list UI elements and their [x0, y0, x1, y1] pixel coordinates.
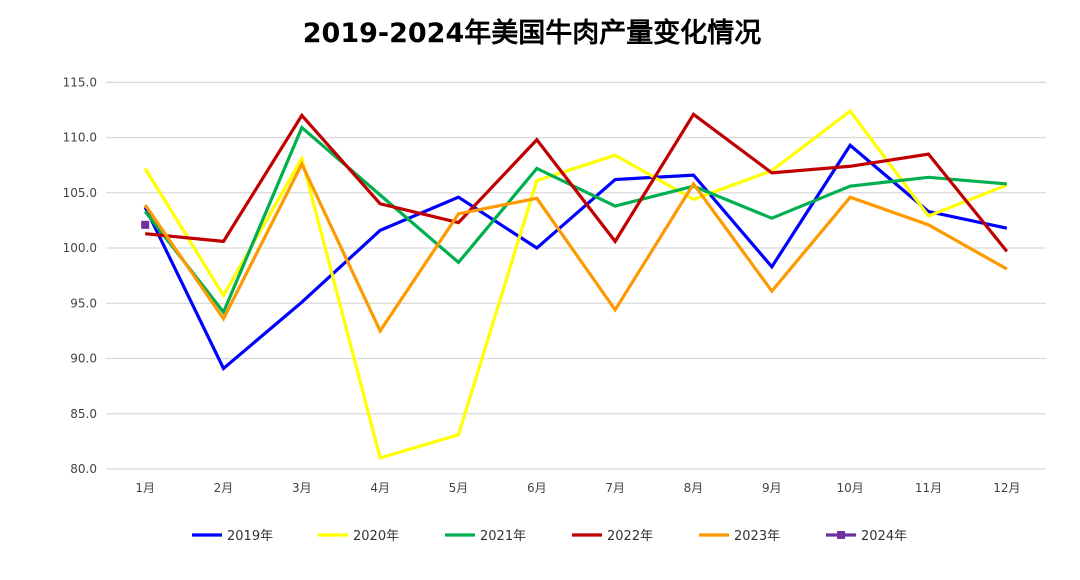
chart-title: 2019-2024年美国牛肉产量变化情况 [303, 17, 762, 49]
y-tick-label: 115.0 [63, 75, 97, 89]
x-tick-label: 11月 [915, 481, 942, 495]
x-tick-label: 3月 [292, 481, 312, 495]
x-tick-label: 1月 [135, 481, 155, 495]
y-tick-label: 85.0 [70, 407, 97, 421]
y-tick-label: 95.0 [70, 296, 97, 310]
x-tick-label: 2月 [214, 481, 234, 495]
x-tick-label: 7月 [605, 481, 625, 495]
legend-label: 2024年 [861, 529, 907, 544]
series-line [143, 124, 1007, 316]
y-tick-label: 110.0 [63, 131, 97, 145]
legend-label: 2022年 [607, 529, 653, 544]
x-tick-label: 8月 [684, 481, 704, 495]
x-tick-label: 4月 [370, 481, 390, 495]
x-tick-label: 9月 [762, 481, 782, 495]
legend-label: 2021年 [480, 529, 526, 544]
series-line [143, 160, 1008, 335]
y-tick-label: 100.0 [63, 241, 97, 255]
y-tick-label: 90.0 [70, 352, 97, 366]
y-tick-label: 105.0 [63, 186, 97, 200]
legend-label: 2020年 [353, 529, 399, 544]
data-point [141, 220, 150, 229]
series-line [145, 112, 1009, 253]
x-tick-label: 10月 [837, 481, 864, 495]
x-tick-label: 12月 [993, 481, 1020, 495]
legend-label: 2019年 [227, 529, 273, 544]
x-tick-label: 5月 [449, 481, 469, 495]
x-tick-label: 6月 [527, 481, 547, 495]
legend-label: 2023年 [734, 529, 780, 544]
series-line [143, 108, 1008, 460]
series-line [143, 142, 1008, 372]
legend-marker [837, 531, 845, 539]
y-tick-label: 80.0 [70, 462, 97, 476]
